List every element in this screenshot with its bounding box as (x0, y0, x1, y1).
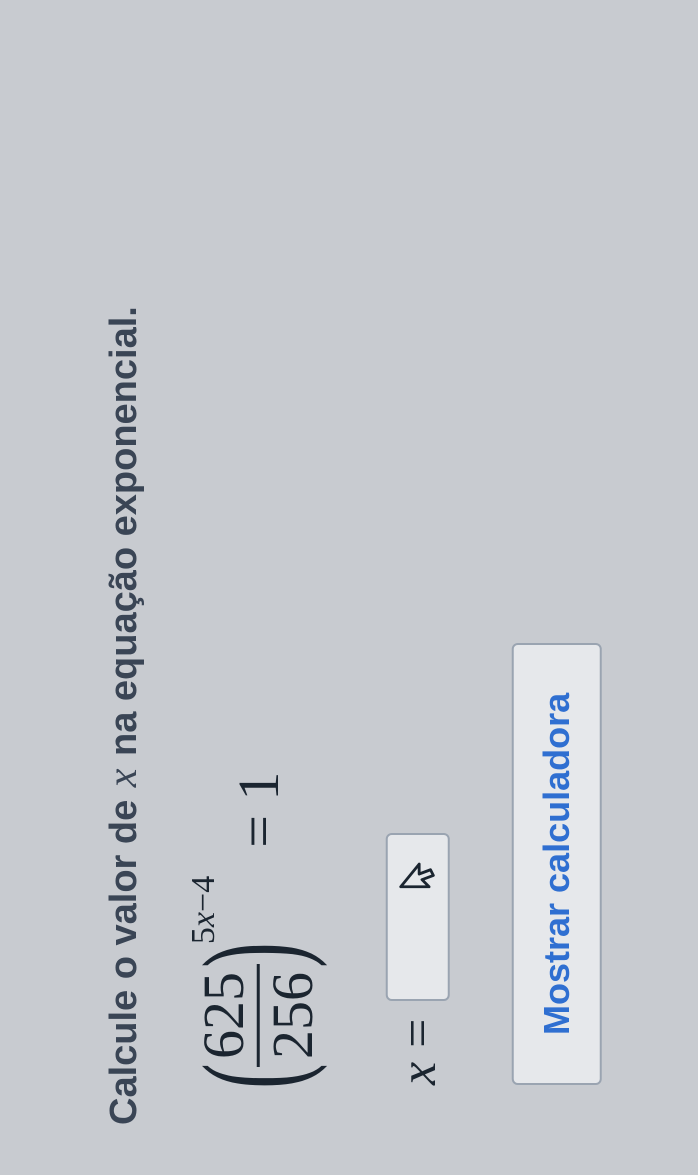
question-prompt: Calcule o valor de x na equação exponenc… (96, 50, 149, 1125)
equation: ( 625 256 ) 5x−4 = 1 (191, 50, 326, 1085)
show-calculator-button[interactable]: Mostrar calculadora (512, 643, 602, 1085)
answer-variable: x (388, 1062, 447, 1085)
fraction: 625 256 (191, 964, 326, 1067)
cursor-icon (398, 857, 438, 891)
exponent-var: x (185, 912, 222, 927)
prompt-prefix: Calcule o valor de (102, 789, 144, 1125)
exponent-tail: −4 (185, 876, 222, 912)
exponent: 5x−4 (185, 876, 223, 944)
calculator-button-label: Mostrar calculadora (536, 693, 577, 1035)
equals-sign: = (226, 815, 291, 848)
prompt-variable: x (99, 767, 145, 790)
rhs-value: 1 (226, 772, 291, 801)
answer-input[interactable] (386, 833, 450, 1001)
prompt-suffix: na equação exponencial. (102, 306, 144, 766)
fraction-numerator: 625 (191, 964, 257, 1067)
answer-equals: = (388, 1019, 447, 1048)
left-paren: ( (204, 1063, 301, 1088)
equation-rhs: = 1 (225, 772, 292, 848)
answer-row: x = (386, 50, 450, 1085)
fraction-denominator: 256 (260, 964, 326, 1067)
right-paren: ) (204, 942, 301, 967)
